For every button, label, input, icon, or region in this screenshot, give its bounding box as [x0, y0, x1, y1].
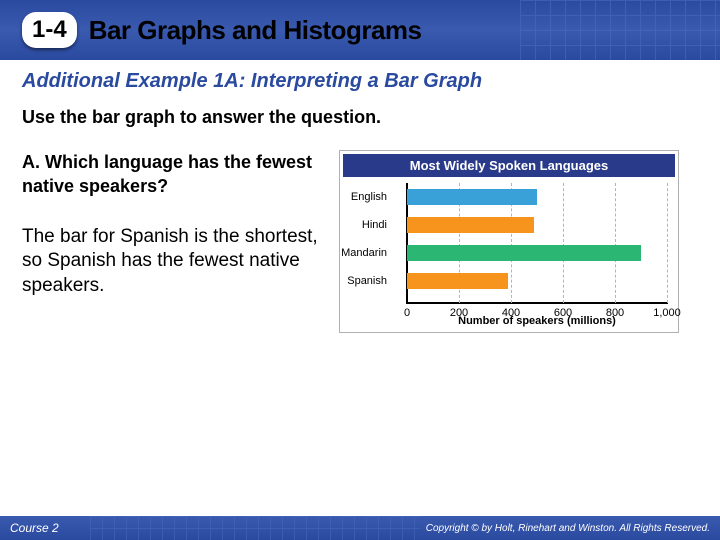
lesson-number-badge: 1-4 [22, 12, 77, 48]
slide-footer: Course 2 Copyright © by Holt, Rinehart a… [0, 516, 720, 540]
chart-bar [407, 217, 534, 233]
lesson-title: Bar Graphs and Histograms [89, 15, 422, 46]
text-column: A. Which language has the fewest native … [22, 150, 327, 333]
y-category-label: Mandarin [327, 245, 387, 261]
y-category-label: Spanish [327, 273, 387, 289]
bar-chart: Most Widely Spoken Languages 02004006008… [339, 150, 679, 333]
copyright-text: Copyright © by Holt, Rinehart and Winsto… [426, 523, 710, 534]
y-category-label: English [327, 189, 387, 205]
chart-bar [407, 273, 508, 289]
x-axis-title: Number of speakers (millions) [407, 315, 667, 327]
grid-line [667, 183, 668, 303]
header-grid-decoration [520, 0, 720, 60]
footer-grid-decoration [90, 516, 420, 540]
question-text: A. Which language has the fewest native … [22, 150, 327, 199]
grid-line [563, 183, 564, 303]
chart-body: 02004006008001,000EnglishHindiMandarinSp… [343, 177, 675, 329]
example-subtitle: Additional Example 1A: Interpreting a Ba… [22, 70, 698, 93]
chart-title: Most Widely Spoken Languages [343, 154, 675, 177]
answer-text: The bar for Spanish is the shortest, so … [22, 225, 327, 299]
subtitle-bar: Additional Example 1A: Interpreting a Ba… [0, 60, 720, 97]
chart-bar [407, 245, 641, 261]
chart-bar [407, 189, 537, 205]
course-label: Course 2 [10, 521, 59, 535]
plot-area: 02004006008001,000EnglishHindiMandarinSp… [407, 183, 667, 303]
instruction-text: Use the bar graph to answer the question… [0, 97, 720, 134]
y-category-label: Hindi [327, 217, 387, 233]
content-row: A. Which language has the fewest native … [0, 134, 720, 333]
grid-line [615, 183, 616, 303]
lesson-header: 1-4 Bar Graphs and Histograms [0, 0, 720, 60]
